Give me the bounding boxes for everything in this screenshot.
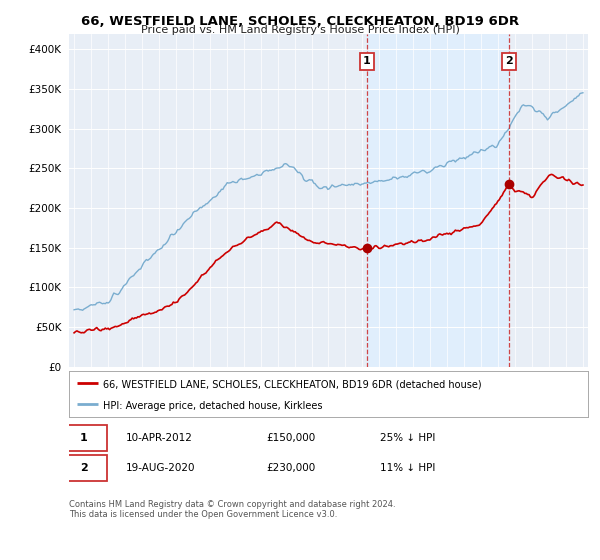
Text: 19-AUG-2020: 19-AUG-2020 bbox=[126, 463, 196, 473]
Text: 2: 2 bbox=[505, 57, 512, 67]
Text: 2: 2 bbox=[80, 463, 88, 473]
FancyBboxPatch shape bbox=[61, 425, 107, 451]
Text: £150,000: £150,000 bbox=[266, 433, 316, 443]
Text: 66, WESTFIELD LANE, SCHOLES, CLECKHEATON, BD19 6DR: 66, WESTFIELD LANE, SCHOLES, CLECKHEATON… bbox=[81, 15, 519, 27]
Bar bbox=[367, 34, 509, 367]
Text: 10-APR-2012: 10-APR-2012 bbox=[126, 433, 193, 443]
Text: 25% ↓ HPI: 25% ↓ HPI bbox=[380, 433, 436, 443]
Text: 66, WESTFIELD LANE, SCHOLES, CLECKHEATON, BD19 6DR (detached house): 66, WESTFIELD LANE, SCHOLES, CLECKHEATON… bbox=[103, 379, 481, 389]
Text: HPI: Average price, detached house, Kirklees: HPI: Average price, detached house, Kirk… bbox=[103, 401, 322, 410]
FancyBboxPatch shape bbox=[61, 455, 107, 481]
Text: Contains HM Land Registry data © Crown copyright and database right 2024.
This d: Contains HM Land Registry data © Crown c… bbox=[69, 500, 395, 519]
Text: 1: 1 bbox=[80, 433, 88, 443]
Text: Price paid vs. HM Land Registry's House Price Index (HPI): Price paid vs. HM Land Registry's House … bbox=[140, 25, 460, 35]
Text: 11% ↓ HPI: 11% ↓ HPI bbox=[380, 463, 436, 473]
Text: £230,000: £230,000 bbox=[266, 463, 316, 473]
Text: 1: 1 bbox=[363, 57, 371, 67]
